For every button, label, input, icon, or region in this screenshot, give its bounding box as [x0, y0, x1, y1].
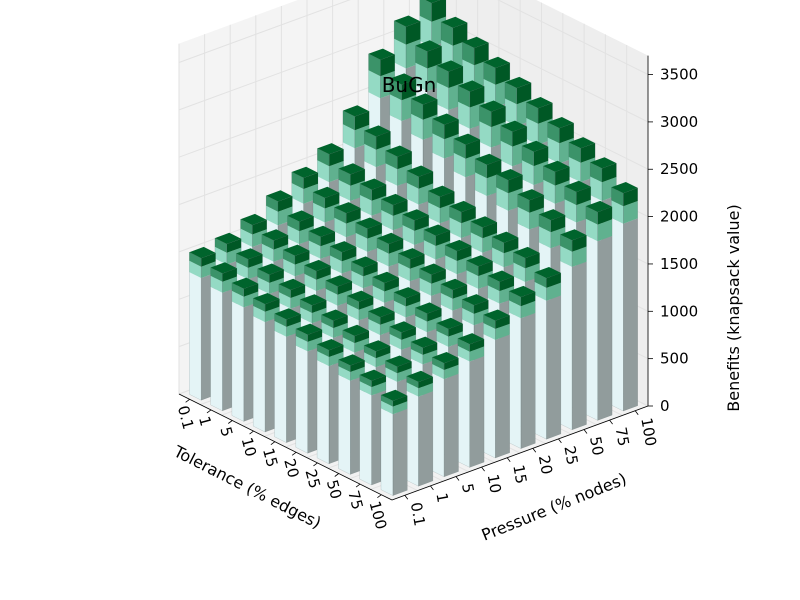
y-tick-label: 0.1	[407, 501, 429, 528]
x-tick-label: 10	[238, 435, 260, 458]
x-tick-label: 1	[195, 414, 215, 428]
z-tick-label: 2500	[660, 160, 698, 178]
bar-9-2	[431, 352, 459, 478]
x-axis-line	[178, 393, 393, 501]
bar-9-8	[585, 200, 613, 421]
y-tick-label: 15	[509, 463, 530, 485]
bar-9-5	[508, 285, 536, 450]
bar-9-4	[483, 309, 510, 459]
x-tick-label: 75	[344, 488, 366, 511]
x-tick-label: 0.1	[174, 404, 198, 432]
z-tick-label: 1000	[660, 302, 698, 320]
y-tick-label: 5	[458, 482, 477, 495]
y-axis-line	[391, 405, 649, 501]
x-tick-label: 50	[323, 478, 345, 501]
y-tick-label: 10	[484, 473, 505, 495]
bar-9-3	[457, 333, 485, 468]
bar-9-6	[534, 267, 562, 440]
bars-group	[189, 0, 638, 497]
z-tick-label: 3500	[660, 66, 698, 84]
z-axis-label: Benefits (knapsack value)	[724, 204, 743, 411]
x-tick-label: 5	[216, 425, 236, 439]
grid-line-z	[178, 0, 649, 75]
bar-9-1	[406, 370, 434, 487]
y-tick-label: 50	[586, 435, 607, 457]
z-tick-label: 1500	[660, 255, 698, 273]
y-tick-label: 20	[535, 454, 556, 476]
bar-9-0	[380, 389, 408, 497]
z-tick-label: 0	[660, 397, 670, 415]
z-tick-label: 3000	[660, 113, 698, 131]
bar-9-7	[559, 229, 587, 431]
x-tick-label: 25	[302, 467, 324, 490]
axes-lines	[178, 55, 649, 501]
y-tick-label: 25	[560, 444, 581, 466]
x-tick-label: 15	[259, 446, 281, 469]
chart-title: BuGn	[382, 73, 437, 97]
x-tick-label: 20	[280, 457, 302, 480]
z-tick-label: 2000	[660, 208, 698, 226]
y-tick-label: 1	[432, 491, 451, 504]
z-tick-label: 500	[660, 350, 689, 368]
bar-9-9	[611, 182, 638, 412]
y-tick-label: 100	[637, 416, 660, 447]
x-tick-label: 100	[366, 499, 391, 531]
y-tick-label: 75	[612, 426, 633, 448]
